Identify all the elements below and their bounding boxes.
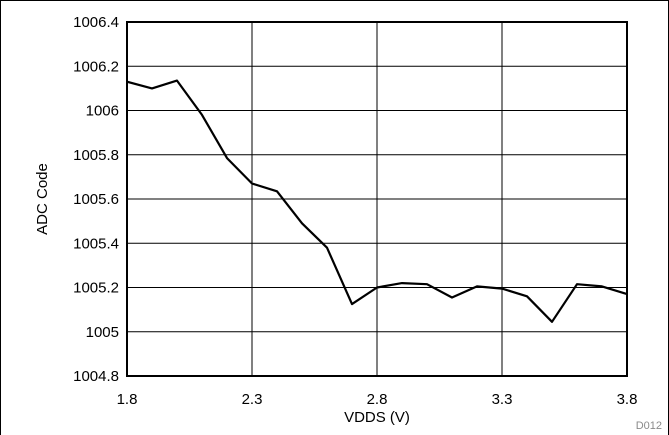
y-tick-label: 1005.8 xyxy=(73,147,119,164)
plot-area-border xyxy=(126,21,628,377)
x-tick-label: 3.3 xyxy=(492,391,513,408)
y-tick-label: 1005.2 xyxy=(73,280,119,297)
y-tick-label: 1005 xyxy=(86,324,119,341)
x-tick-label: 2.8 xyxy=(367,391,388,408)
x-tick-label: 1.8 xyxy=(117,391,138,408)
y-tick-label: 1006.2 xyxy=(73,58,119,75)
y-tick-label: 1006 xyxy=(86,103,119,120)
series-layer xyxy=(126,79,628,323)
y-tick-labels: 1004.8 1005 1005.2 1005.4 1005.6 1005.8 1006 10… xyxy=(73,14,119,385)
y-tick-label: 1006.4 xyxy=(73,14,119,31)
grid-lines xyxy=(126,21,628,377)
y-tick-label: 1004.8 xyxy=(73,368,119,385)
x-tick-label: 3.8 xyxy=(617,391,638,408)
y-tick-label: 1005.6 xyxy=(73,191,119,208)
series-line xyxy=(126,79,628,323)
y-tick-label: 1005.4 xyxy=(73,235,119,252)
figure-id-label: D012 xyxy=(636,420,662,432)
x-tick-labels: 1.8 2.3 2.8 3.3 3.8 xyxy=(117,391,638,408)
x-axis-label: VDDS (V) xyxy=(344,409,410,426)
x-tick-label: 2.3 xyxy=(242,391,263,408)
y-axis-label: ADC Code xyxy=(34,163,51,235)
